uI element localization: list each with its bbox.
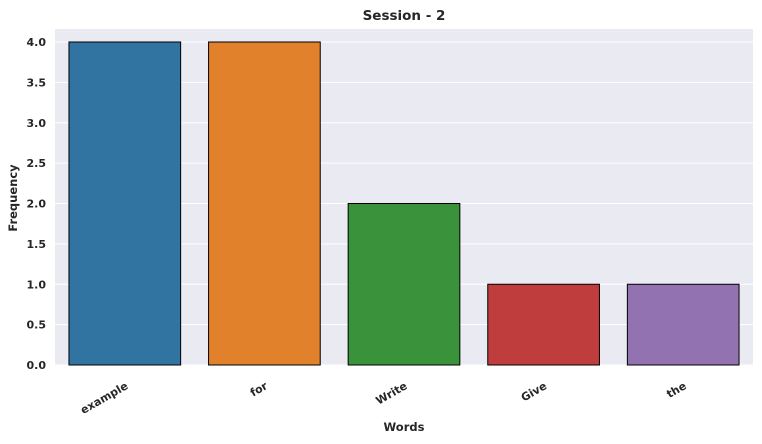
x-tick-label: for [248, 379, 270, 399]
bar-the [626, 283, 740, 366]
y-tick-label: 2.5 [27, 157, 47, 170]
y-tick-label: 2.0 [27, 198, 47, 211]
y-axis-ticks: 0.0 0.5 1.0 1.5 2.0 2.5 3.0 3.5 4.0 [27, 36, 47, 372]
bar-write [347, 203, 461, 366]
x-axis-ticks: example for Write Give the [78, 379, 688, 417]
bar-give [487, 283, 600, 366]
y-tick-label: 1.0 [27, 278, 47, 291]
x-tick-label: Give [519, 379, 549, 404]
y-axis-label: Frequency [6, 164, 20, 232]
y-tick-label: 1.5 [27, 238, 47, 251]
y-tick-label: 3.0 [27, 117, 47, 130]
x-tick-label: the [664, 379, 688, 401]
x-tick-label: Write [374, 379, 410, 407]
y-tick-label: 0.5 [27, 319, 47, 332]
bar-example [68, 41, 182, 366]
x-tick-label: example [78, 379, 130, 417]
y-tick-label: 4.0 [27, 36, 47, 49]
bar-for [208, 41, 321, 366]
x-axis-label: Words [384, 420, 425, 434]
chart-title: Session - 2 [363, 8, 446, 24]
y-tick-label: 3.5 [27, 76, 47, 89]
y-tick-label: 0.0 [27, 359, 47, 372]
bars [68, 41, 740, 366]
